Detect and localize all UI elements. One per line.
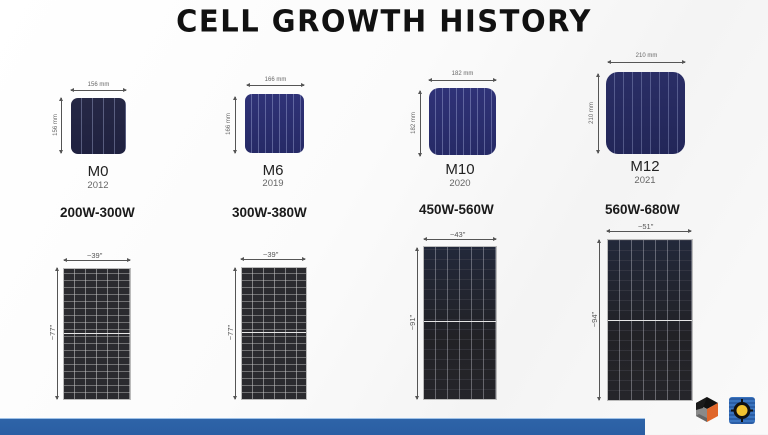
panel-width-label: ~39" xyxy=(263,250,279,259)
cell-year: 2020 xyxy=(449,178,471,189)
cell-height-label: 182 mm xyxy=(411,112,417,134)
cell-name: M0 xyxy=(87,163,109,180)
panel-width-dimension xyxy=(606,229,692,233)
cell-height-label: 166 mm xyxy=(226,113,232,135)
sun-logo-icon xyxy=(729,397,755,424)
cell-m0-image xyxy=(71,98,126,154)
cell-name: M12 xyxy=(630,158,660,175)
panel-m10-image xyxy=(423,246,497,400)
footer-bar xyxy=(0,418,645,435)
cell-height-label: 210 mm xyxy=(589,102,595,124)
cell-year: 2012 xyxy=(87,180,109,191)
panel-m0-image xyxy=(63,268,131,400)
page-title: CELL GROWTH HISTORY xyxy=(176,3,592,39)
power-range: 450W-560W xyxy=(419,202,494,217)
panel-m12-image xyxy=(607,239,693,401)
panel-height-label: ~91" xyxy=(408,314,418,331)
cell-width-label: 166 mm xyxy=(264,77,287,83)
cell-height-dimension xyxy=(596,73,600,154)
cell-width-dimension xyxy=(246,83,305,87)
panel-width-dimension xyxy=(240,257,306,261)
panel-height-label: ~94" xyxy=(590,311,600,328)
power-range: 560W-680W xyxy=(605,202,680,217)
panel-height-label: ~77" xyxy=(226,324,236,341)
cell-width-label: 210 mm xyxy=(635,53,658,59)
cell-name: M10 xyxy=(445,161,475,178)
panel-width-dimension xyxy=(63,258,131,262)
panel-height-dimension xyxy=(597,239,601,401)
cube-logo-icon xyxy=(696,397,718,422)
panel-width-dimension xyxy=(423,237,497,241)
cell-name: M6 xyxy=(262,162,284,179)
panel-width-label: ~39" xyxy=(87,251,103,260)
power-range: 200W-300W xyxy=(60,205,135,220)
cell-m12-image xyxy=(606,72,685,154)
cell-m6-image xyxy=(245,94,304,153)
cell-year: 2019 xyxy=(262,178,284,189)
cell-width-dimension xyxy=(70,88,127,92)
cell-height-dimension xyxy=(233,96,237,154)
panel-height-label: ~77" xyxy=(48,324,58,341)
cell-width-label: 156 mm xyxy=(87,82,110,88)
cell-width-dimension xyxy=(428,78,497,82)
cell-width-dimension xyxy=(607,60,686,64)
cell-height-label: 156 mm xyxy=(53,114,59,136)
cell-width-label: 182 mm xyxy=(451,71,474,77)
panel-height-dimension xyxy=(55,267,59,400)
power-range: 300W-380W xyxy=(232,205,307,220)
panel-width-label: ~43" xyxy=(450,230,466,239)
cell-m10-image xyxy=(429,88,496,155)
panel-height-dimension xyxy=(415,247,419,400)
cell-height-dimension xyxy=(59,97,63,154)
panel-height-dimension xyxy=(233,267,237,400)
cell-year: 2021 xyxy=(634,175,656,186)
panel-m6-image xyxy=(241,267,307,400)
cell-height-dimension xyxy=(418,90,422,157)
panel-width-label: ~51" xyxy=(638,222,654,231)
